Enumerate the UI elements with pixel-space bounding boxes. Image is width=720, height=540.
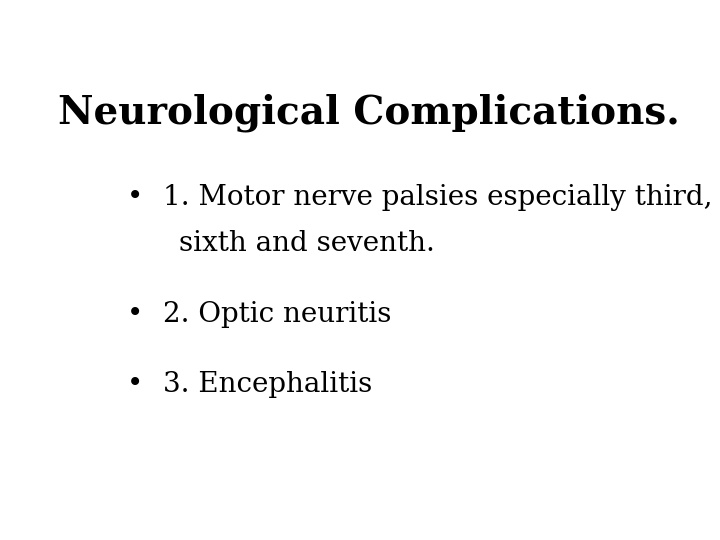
Text: sixth and seventh.: sixth and seventh.	[179, 230, 435, 257]
Text: •: •	[127, 184, 143, 211]
Text: Neurological Complications.: Neurological Complications.	[58, 94, 680, 132]
Text: •: •	[127, 301, 143, 328]
Text: •: •	[127, 372, 143, 399]
Text: 2. Optic neuritis: 2. Optic neuritis	[163, 301, 391, 328]
Text: 1. Motor nerve palsies especially third, fourth,: 1. Motor nerve palsies especially third,…	[163, 184, 720, 211]
Text: 3. Encephalitis: 3. Encephalitis	[163, 372, 372, 399]
